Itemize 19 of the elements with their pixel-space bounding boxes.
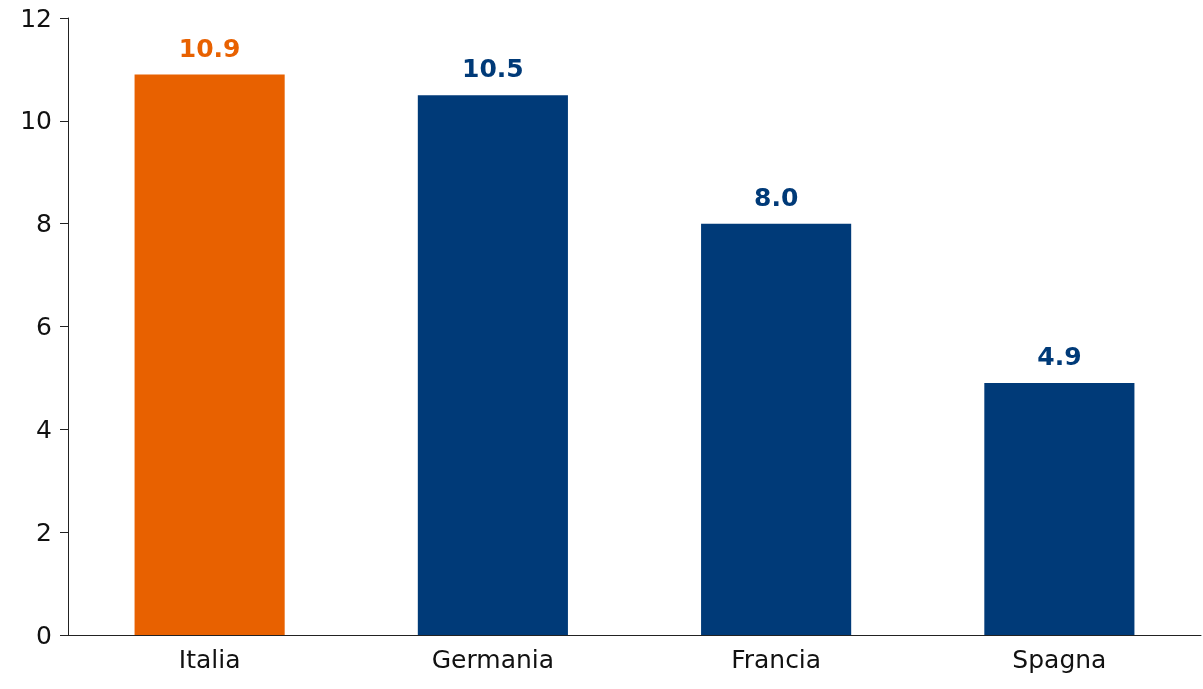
y-tick-label: 6 [36, 312, 52, 341]
bar [701, 223, 852, 635]
data-label: 10.5 [462, 54, 524, 84]
data-label: 4.9 [1037, 342, 1082, 372]
data-label: 8.0 [753, 182, 799, 212]
y-tick-label: 0 [36, 620, 52, 650]
y-tick-label: 8 [36, 209, 52, 239]
bar [134, 74, 285, 635]
x-tick-label: Francia [731, 645, 822, 674]
y-tick-label: 10 [20, 106, 52, 136]
bar [417, 95, 568, 635]
y-tick-label: 2 [36, 517, 52, 547]
y-tick-label: 12 [20, 3, 52, 33]
x-tick-label: Spagna [1012, 645, 1107, 674]
y-tick-label: 4 [36, 414, 52, 444]
x-tick-label: Germania [431, 645, 555, 674]
x-tick-label: Italia [178, 645, 241, 674]
data-label: 10.9 [178, 33, 241, 63]
bar [984, 383, 1135, 635]
